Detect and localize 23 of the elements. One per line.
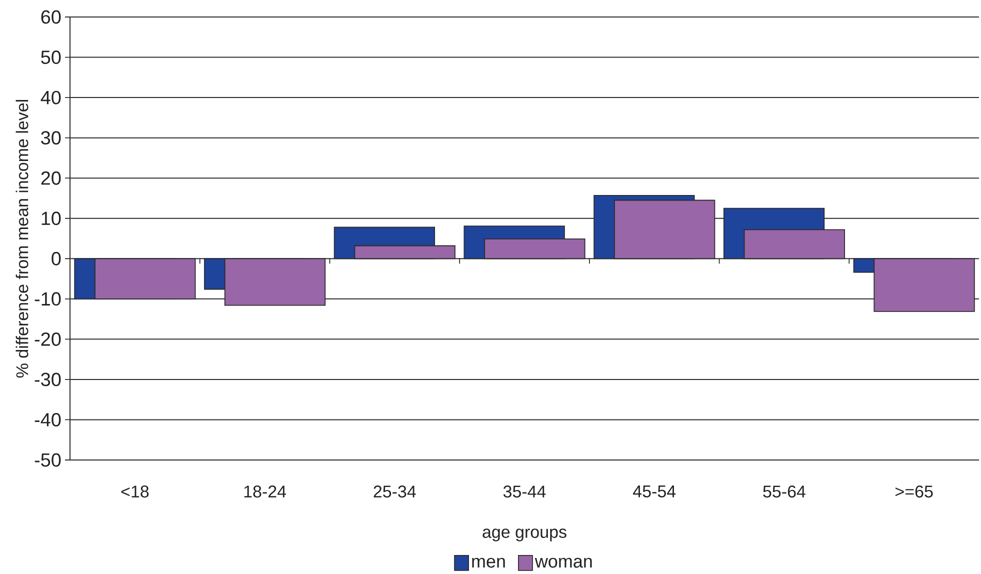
y-tick-label: -30	[34, 372, 61, 386]
legend-label: men	[472, 558, 505, 568]
y-tick-label: 50	[41, 50, 61, 64]
y-tick-label: 30	[41, 131, 61, 145]
x-tick-label: 18-24	[244, 486, 286, 498]
legend-label: woman	[534, 558, 592, 568]
y-tick-label: 40	[40, 90, 61, 104]
y-tick-label: 60	[41, 10, 61, 24]
x-axis-title: age groups	[482, 528, 566, 542]
x-tick-label: 35-44	[503, 486, 546, 498]
y-tick-label: -20	[34, 332, 61, 346]
y-tick-label: -50	[34, 453, 61, 467]
y-tick-label: 10	[42, 212, 61, 226]
y-tick-label: 0	[52, 252, 61, 266]
x-tick-label: 25-34	[374, 486, 416, 498]
x-tick-label: 45-54	[633, 486, 676, 498]
x-tick-label: 55-64	[763, 486, 806, 498]
y-axis-title: % difference from mean income level	[16, 100, 28, 378]
x-tick-label: <18	[121, 486, 149, 498]
x-tick-label: >=65	[896, 486, 933, 498]
y-tick-label: 20	[41, 171, 61, 185]
y-tick-label: -10	[34, 292, 61, 306]
y-tick-label: -40	[34, 413, 61, 426]
